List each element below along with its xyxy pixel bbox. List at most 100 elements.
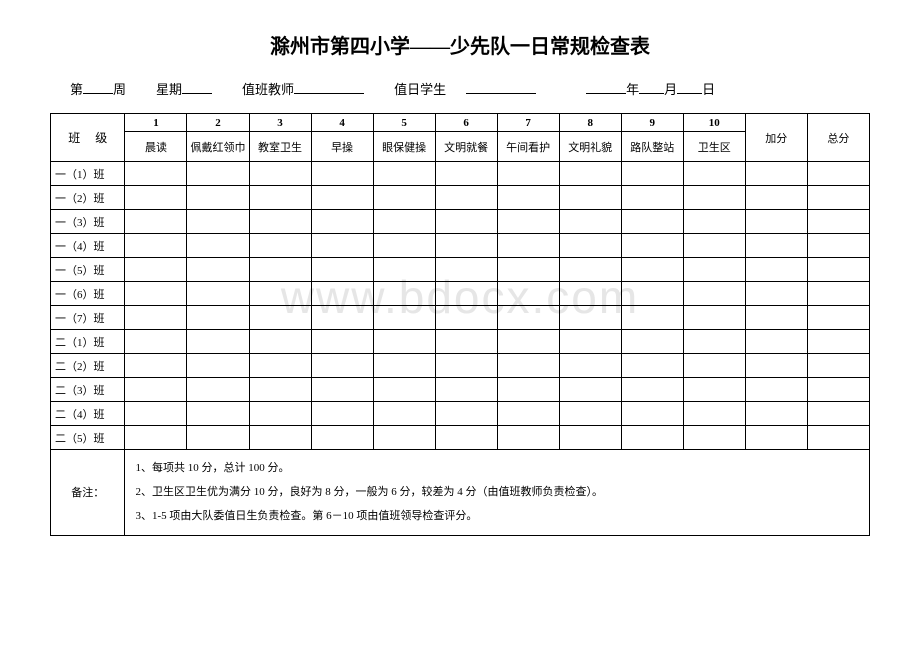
score-cell xyxy=(435,186,497,210)
score-cell xyxy=(559,282,621,306)
score-cell xyxy=(497,378,559,402)
score-cell xyxy=(435,258,497,282)
score-cell xyxy=(125,354,187,378)
header-row-nums: 班 级 1 2 3 4 5 6 7 8 9 10 加分 总分 xyxy=(51,114,870,132)
col-name: 文明礼貌 xyxy=(559,132,621,162)
month-suffix: 月 xyxy=(664,79,677,98)
score-cell xyxy=(311,258,373,282)
score-cell xyxy=(249,282,311,306)
score-cell xyxy=(621,210,683,234)
score-cell xyxy=(559,258,621,282)
duty-student-blank xyxy=(466,80,536,94)
table-row: 二（3）班 xyxy=(51,378,870,402)
score-cell xyxy=(125,186,187,210)
score-cell xyxy=(621,162,683,186)
score-cell xyxy=(559,402,621,426)
score-cell xyxy=(125,162,187,186)
class-name-cell: 一（4）班 xyxy=(51,234,125,258)
score-cell xyxy=(559,330,621,354)
score-cell xyxy=(373,210,435,234)
score-cell xyxy=(125,426,187,450)
score-cell xyxy=(311,162,373,186)
score-cell xyxy=(373,306,435,330)
notes-label: 备注： xyxy=(51,450,125,536)
score-cell xyxy=(683,402,745,426)
col-num: 10 xyxy=(683,114,745,132)
week-blank xyxy=(83,80,113,94)
score-cell xyxy=(373,162,435,186)
col-num: 3 xyxy=(249,114,311,132)
col-name: 文明就餐 xyxy=(435,132,497,162)
score-cell xyxy=(497,258,559,282)
score-cell xyxy=(559,162,621,186)
score-cell xyxy=(745,282,807,306)
note-line: 2、卫生区卫生优为满分 10 分，良好为 8 分，一般为 6 分，较差为 4 分… xyxy=(135,480,859,504)
score-cell xyxy=(745,330,807,354)
score-cell xyxy=(249,162,311,186)
score-cell xyxy=(497,354,559,378)
score-cell xyxy=(249,186,311,210)
score-cell xyxy=(559,186,621,210)
score-cell xyxy=(683,186,745,210)
class-name-cell: 一（2）班 xyxy=(51,186,125,210)
score-cell xyxy=(745,426,807,450)
month-blank xyxy=(639,80,664,94)
score-cell xyxy=(187,162,249,186)
notes-row: 备注： 1、每项共 10 分，总计 100 分。 2、卫生区卫生优为满分 10 … xyxy=(51,450,870,536)
score-cell xyxy=(621,306,683,330)
table-row: 一（4）班 xyxy=(51,234,870,258)
score-cell xyxy=(187,426,249,450)
score-cell xyxy=(745,258,807,282)
score-cell xyxy=(125,378,187,402)
score-cell xyxy=(311,210,373,234)
score-cell xyxy=(497,330,559,354)
info-line: 第 周 星期 值班教师 值日学生 年 月 日 xyxy=(50,79,870,98)
score-cell xyxy=(683,354,745,378)
note-line: 1、每项共 10 分，总计 100 分。 xyxy=(135,456,859,480)
table-row: 一（1）班 xyxy=(51,162,870,186)
score-cell xyxy=(435,402,497,426)
score-cell xyxy=(125,306,187,330)
table-row: 二（2）班 xyxy=(51,354,870,378)
score-cell xyxy=(373,234,435,258)
score-cell xyxy=(745,402,807,426)
score-cell xyxy=(435,378,497,402)
score-cell xyxy=(497,282,559,306)
col-num: 1 xyxy=(125,114,187,132)
score-cell xyxy=(559,426,621,450)
score-cell xyxy=(621,330,683,354)
score-cell xyxy=(249,330,311,354)
score-cell xyxy=(683,234,745,258)
table-row: 一（5）班 xyxy=(51,258,870,282)
score-cell xyxy=(311,426,373,450)
score-cell xyxy=(373,354,435,378)
score-cell xyxy=(559,378,621,402)
score-cell xyxy=(621,426,683,450)
col-num: 2 xyxy=(187,114,249,132)
score-cell xyxy=(249,306,311,330)
col-name: 午间看护 xyxy=(497,132,559,162)
class-name-cell: 二（1）班 xyxy=(51,330,125,354)
score-cell xyxy=(807,378,869,402)
score-cell xyxy=(807,282,869,306)
score-cell xyxy=(435,330,497,354)
score-cell xyxy=(497,210,559,234)
score-cell xyxy=(621,354,683,378)
score-cell xyxy=(373,186,435,210)
score-cell xyxy=(745,234,807,258)
score-cell xyxy=(187,354,249,378)
score-cell xyxy=(187,378,249,402)
score-cell xyxy=(435,282,497,306)
score-cell xyxy=(373,378,435,402)
class-name-cell: 二（2）班 xyxy=(51,354,125,378)
score-cell xyxy=(125,234,187,258)
col-name: 佩戴红领巾 xyxy=(187,132,249,162)
col-name: 卫生区 xyxy=(683,132,745,162)
score-cell xyxy=(373,330,435,354)
col-num: 6 xyxy=(435,114,497,132)
score-cell xyxy=(621,282,683,306)
score-cell xyxy=(807,234,869,258)
score-cell xyxy=(621,186,683,210)
score-cell xyxy=(807,330,869,354)
score-cell xyxy=(435,426,497,450)
